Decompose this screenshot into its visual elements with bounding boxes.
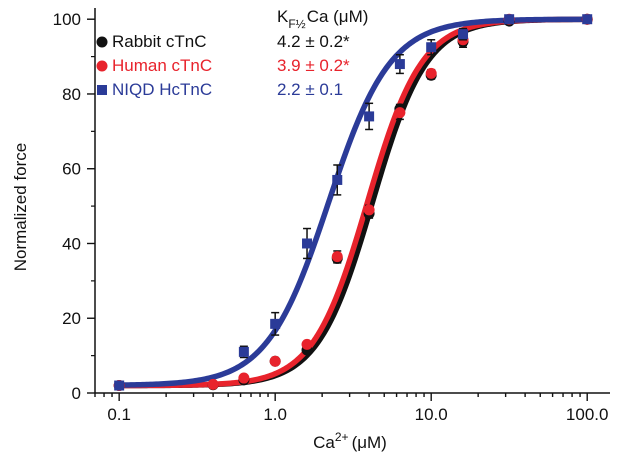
data-point <box>207 378 219 390</box>
data-point <box>302 238 313 249</box>
x-axis-title: Ca2+ (μM) <box>313 430 387 452</box>
data-point <box>332 174 343 185</box>
x-tick-label: 1.0 <box>263 405 287 424</box>
x-axis-title-unit: (μM) <box>352 433 387 452</box>
y-ticks: 0 20 40 60 80 100 <box>53 10 95 403</box>
y-tick-label: 100 <box>53 10 81 29</box>
legend-label: Human cTnC <box>112 56 212 75</box>
legend: Rabbit cTnC 4.2 ± 0.2* Human cTnC 3.9 ± 0.2… <box>96 32 350 99</box>
data-point <box>426 42 437 53</box>
data-points <box>113 13 593 392</box>
legend-label: Rabbit cTnC <box>112 32 206 51</box>
x-tick-label: 100.0 <box>566 405 609 424</box>
data-point <box>582 14 593 25</box>
data-point <box>458 29 469 40</box>
data-point <box>331 251 343 263</box>
y-tick-label: 20 <box>62 309 81 328</box>
legend-label: NIQD HcTnC <box>112 80 212 99</box>
y-tick-label: 60 <box>62 160 81 179</box>
x-ticks: 0.1 1.0 10.0 100.0 <box>94 393 609 424</box>
data-point <box>269 355 281 367</box>
data-point <box>425 67 437 79</box>
axes: 0.1 1.0 10.0 100.0 0 20 40 60 80 100 <box>53 8 610 424</box>
data-point <box>394 59 405 70</box>
y-tick-label: 80 <box>62 85 81 104</box>
k-header-sub: F½ <box>288 17 305 31</box>
data-point <box>301 338 313 350</box>
x-tick-label: 0.1 <box>107 405 131 424</box>
k-header-main: K <box>277 7 289 26</box>
k-value: 2.2 ± 0.1 <box>277 80 343 99</box>
data-point <box>114 380 125 391</box>
x-tick-label: 10.0 <box>415 405 448 424</box>
data-point <box>270 318 281 329</box>
data-point <box>394 107 406 119</box>
data-point <box>238 372 250 384</box>
legend-marker <box>97 85 107 95</box>
x-axis-title-main: Ca <box>313 433 335 452</box>
data-point <box>363 204 375 216</box>
y-tick-label: 0 <box>72 384 81 403</box>
k-value: 4.2 ± 0.2* <box>277 32 350 51</box>
legend-marker <box>96 36 108 48</box>
k-header-suffix: Ca (μM) <box>307 7 369 26</box>
data-point <box>364 111 375 122</box>
k-half-header: KF½Ca (μM) <box>277 7 368 31</box>
x-axis-title-sup: 2+ <box>335 430 349 444</box>
y-tick-label: 40 <box>62 234 81 253</box>
data-point <box>504 14 515 25</box>
legend-marker <box>96 60 108 72</box>
data-point <box>238 346 249 357</box>
y-axis-title: Normalized force <box>11 143 30 272</box>
k-value: 3.9 ± 0.2* <box>277 56 350 75</box>
